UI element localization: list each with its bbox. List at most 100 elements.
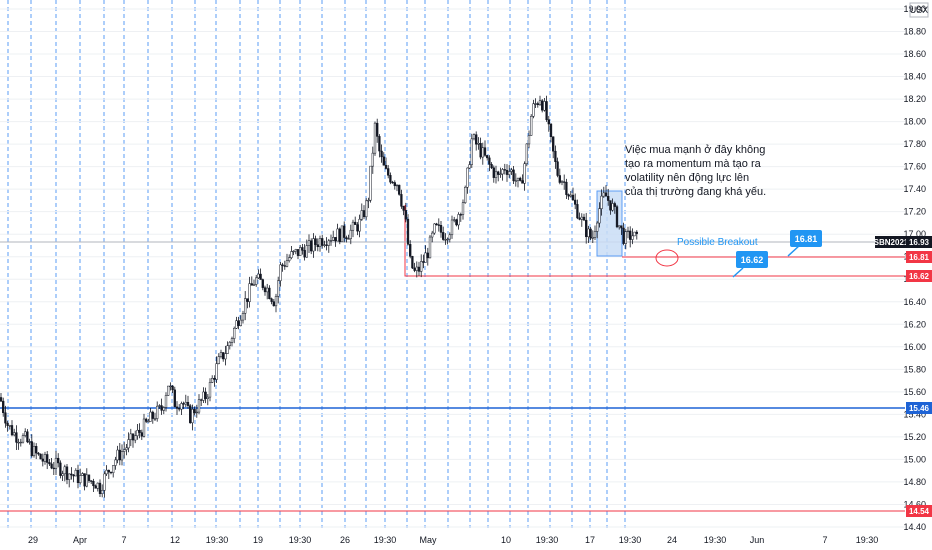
candle-body (239, 319, 242, 326)
candle-body (43, 454, 47, 462)
candle-body (316, 244, 319, 248)
candle-body (367, 199, 370, 202)
candle-body (224, 353, 227, 360)
candle-body (633, 231, 636, 237)
candle-body (391, 181, 394, 184)
svg-text:16.62: 16.62 (741, 255, 764, 265)
candle-body (325, 244, 328, 246)
candle-body (587, 228, 590, 238)
candle-body (629, 230, 632, 240)
candle-body (189, 405, 192, 424)
candle-body (598, 208, 601, 224)
candle-body (15, 432, 18, 443)
note-annotation[interactable]: Việc mua mạnh ở đây không tạo ra momentu… (625, 144, 768, 198)
candle-body (411, 256, 414, 269)
support-resistance-levels[interactable] (0, 205, 905, 512)
candle-body (151, 411, 154, 419)
x-tick-label: 10 (501, 535, 511, 545)
possible-breakout-label: Possible Breakout (677, 237, 758, 248)
candle-body (211, 378, 214, 383)
candle-body (164, 395, 168, 408)
price-axis[interactable]: 19.00 18.80 18.60 18.40 18.20 18.00 17.80 17.60… (903, 4, 926, 532)
x-tick-label: Jun (750, 535, 765, 545)
candle-body (349, 229, 352, 239)
candle-body (552, 136, 555, 152)
level-line-16-62 (404, 205, 905, 277)
candle-body (169, 385, 172, 388)
candle-body (61, 473, 64, 476)
candle-body (554, 150, 557, 162)
time-axis[interactable]: 29 Apr 7 12 19:30 19 19:30 26 19:30 May 10 19:30 17 1… (28, 535, 878, 545)
candle-body (398, 184, 401, 195)
candle-body (574, 199, 577, 205)
candle-body (127, 439, 130, 449)
candle-body (204, 391, 207, 399)
candle-body (288, 257, 291, 261)
candle-body (72, 474, 75, 477)
candle-body (404, 210, 407, 220)
candle-body (153, 418, 157, 420)
candle-body (382, 156, 385, 166)
candle-body (167, 385, 170, 396)
candle-body (345, 237, 348, 240)
candle-body (387, 168, 390, 176)
candle-body (340, 225, 344, 243)
candle-body (314, 238, 317, 245)
y-tick-label: 18.40 (903, 72, 926, 82)
breakout-ellipse[interactable] (655, 249, 679, 267)
x-tick-label: 7 (822, 535, 827, 545)
svg-text:16.93: 16.93 (909, 238, 930, 247)
y-tick-label: 14.40 (903, 522, 926, 532)
candle-body (576, 204, 579, 219)
candle-body (354, 221, 357, 225)
candle-body (323, 244, 326, 246)
candle-body (360, 210, 363, 220)
candle-body (589, 228, 592, 239)
callout-16-81[interactable]: 16.81 (787, 230, 822, 257)
candle-body (233, 328, 236, 339)
candle-body (569, 194, 572, 197)
x-tick-label: 26 (340, 535, 350, 545)
svg-text:14.54: 14.54 (909, 507, 930, 516)
callout-16-62[interactable]: 16.62 (732, 251, 768, 278)
candle-body (497, 171, 500, 175)
candle-body (321, 238, 324, 246)
candle-body (536, 103, 539, 105)
note-line-2: tạo ra momentum mà tạo ra (625, 158, 762, 170)
candle-body (123, 449, 126, 452)
candle-body (173, 389, 176, 408)
candle-body (24, 431, 27, 436)
candle-body (580, 216, 583, 220)
symbol-price-label: SBN2021 16.93 (874, 236, 932, 248)
candle-body (307, 240, 311, 246)
candle-body (481, 147, 484, 158)
candle-body (261, 279, 264, 288)
candle-body (475, 134, 478, 145)
candle-body (200, 399, 203, 401)
candle-body (107, 469, 110, 473)
candle-body (283, 265, 286, 267)
candle-body (563, 181, 566, 183)
candle-body (351, 221, 355, 231)
candle-body (631, 235, 634, 240)
candle-body (79, 475, 82, 484)
candle-body (527, 135, 531, 145)
candle-body (376, 122, 379, 137)
candle-body (105, 469, 108, 475)
candle-body (39, 453, 42, 460)
note-line-3: volatility nên động lực lên (625, 172, 749, 184)
x-tick-label: 12 (170, 535, 180, 545)
candle-body (453, 219, 456, 221)
y-tick-label: 14.80 (903, 477, 926, 487)
candle-body (160, 405, 163, 411)
candle-body (433, 223, 436, 234)
candle-body (228, 342, 231, 346)
candle-body (32, 446, 36, 456)
x-tick-label: 19 (253, 535, 263, 545)
candle-body (195, 411, 198, 414)
candle-body (156, 405, 159, 419)
candle-body (92, 480, 95, 487)
candle-body (162, 407, 165, 411)
candle-body (268, 287, 271, 300)
